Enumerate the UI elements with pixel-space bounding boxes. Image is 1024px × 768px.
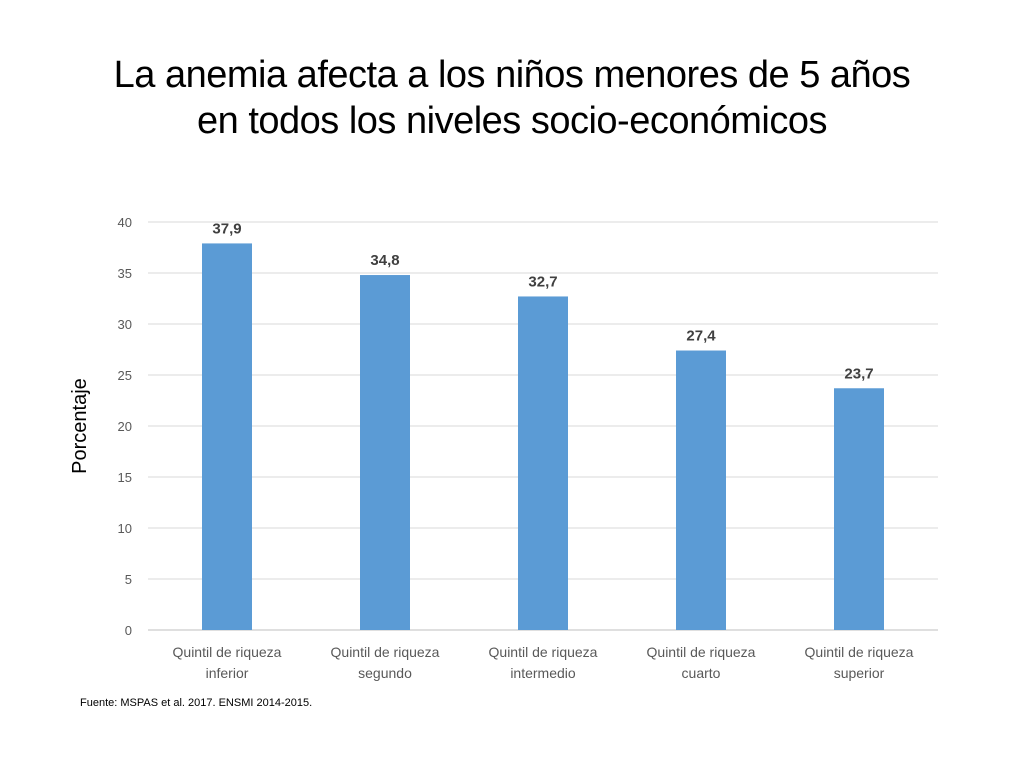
x-tick-label: segundo — [358, 665, 412, 681]
x-tick-label: Quintil de riqueza — [331, 644, 440, 660]
y-tick-label: 35 — [118, 266, 132, 281]
slide-title: La anemia afecta a los niños menores de … — [40, 52, 984, 144]
y-tick-label: 5 — [125, 572, 132, 587]
slide-title-line-2: en todos los niveles socio-económicos — [197, 100, 827, 142]
bar — [518, 296, 568, 630]
y-axis-title: Porcentaje — [69, 378, 91, 474]
y-tick-label: 25 — [118, 368, 132, 383]
y-tick-label: 0 — [125, 623, 132, 638]
x-tick-label: Quintil de riqueza — [805, 644, 914, 660]
y-tick-label: 15 — [118, 470, 132, 485]
slide-title-line-1: La anemia afecta a los niños menores de … — [113, 54, 911, 96]
data-label: 23,7 — [844, 365, 873, 382]
y-tick-label: 30 — [118, 317, 132, 332]
bar — [676, 350, 726, 630]
x-tick-label: cuarto — [682, 665, 721, 681]
x-tick-label: superior — [834, 665, 885, 681]
y-tick-label: 40 — [118, 215, 132, 230]
x-tick-label: Quintil de riqueza — [647, 644, 756, 660]
x-tick-label: intermedio — [510, 665, 576, 681]
bar — [360, 275, 410, 630]
y-tick-label: 20 — [118, 419, 132, 434]
data-label: 34,8 — [370, 252, 399, 269]
source-note: Fuente: MSPAS et al. 2017. ENSMI 2014-20… — [80, 697, 313, 709]
data-label: 32,7 — [528, 273, 557, 290]
x-tick-label: inferior — [206, 665, 249, 681]
bar — [202, 243, 252, 631]
y-tick-label: 10 — [118, 521, 132, 536]
x-tick-label: Quintil de riqueza — [489, 644, 598, 660]
x-tick-label: Quintil de riqueza — [173, 644, 282, 660]
data-label: 27,4 — [686, 328, 716, 345]
bar — [834, 388, 884, 630]
data-label: 37,9 — [212, 220, 241, 237]
